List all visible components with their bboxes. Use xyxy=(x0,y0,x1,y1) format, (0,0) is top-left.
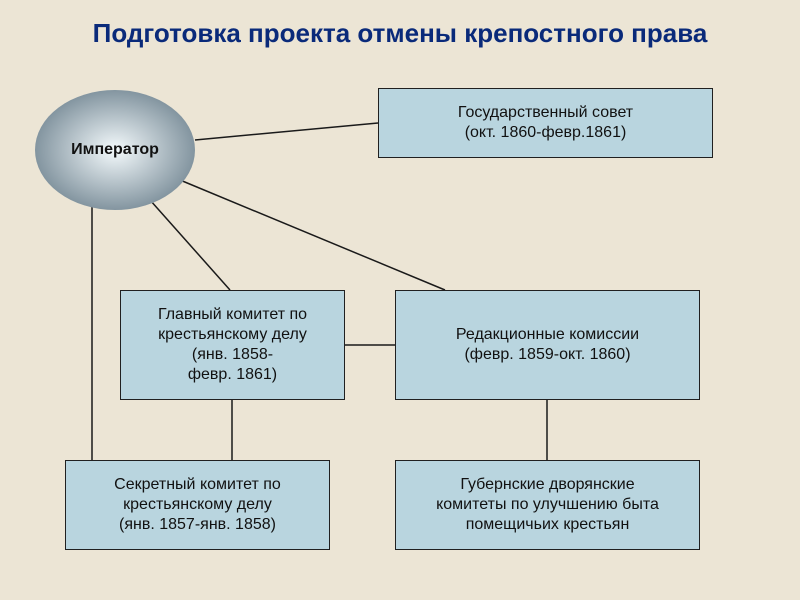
node-gos-sovet: Государственный совет (окт. 1860-февр.18… xyxy=(378,88,713,158)
node-line: (февр. 1859-окт. 1860) xyxy=(464,345,630,365)
node-line: февр. 1861) xyxy=(188,365,277,385)
node-emperor-label: Император xyxy=(71,141,159,159)
node-line: (янв. 1857-янв. 1858) xyxy=(119,515,276,535)
node-line: крестьянскому делу xyxy=(123,495,272,515)
node-line: помещичьих крестьян xyxy=(466,515,630,535)
node-line: (янв. 1858- xyxy=(192,345,273,365)
node-gubern: Губернские дворянские комитеты по улучше… xyxy=(395,460,700,550)
page-title: Подготовка проекта отмены крепостного пр… xyxy=(0,18,800,49)
node-line: комитеты по улучшению быта xyxy=(436,495,659,515)
node-line: Секретный комитет по xyxy=(114,475,281,495)
node-line: Государственный совет xyxy=(458,103,633,123)
diagram-canvas: Подготовка проекта отмены крепостного пр… xyxy=(0,0,800,600)
node-line: (окт. 1860-февр.1861) xyxy=(465,123,627,143)
node-line: Губернские дворянские xyxy=(460,475,634,495)
node-line: Редакционные комиссии xyxy=(456,325,639,345)
node-glav-komitet: Главный комитет по крестьянскому делу (я… xyxy=(120,290,345,400)
node-redak: Редакционные комиссии (февр. 1859-окт. 1… xyxy=(395,290,700,400)
node-line: крестьянскому делу xyxy=(158,325,307,345)
node-emperor: Император xyxy=(35,90,195,210)
node-sekret: Секретный комитет по крестьянскому делу … xyxy=(65,460,330,550)
node-line: Главный комитет по xyxy=(158,305,307,325)
